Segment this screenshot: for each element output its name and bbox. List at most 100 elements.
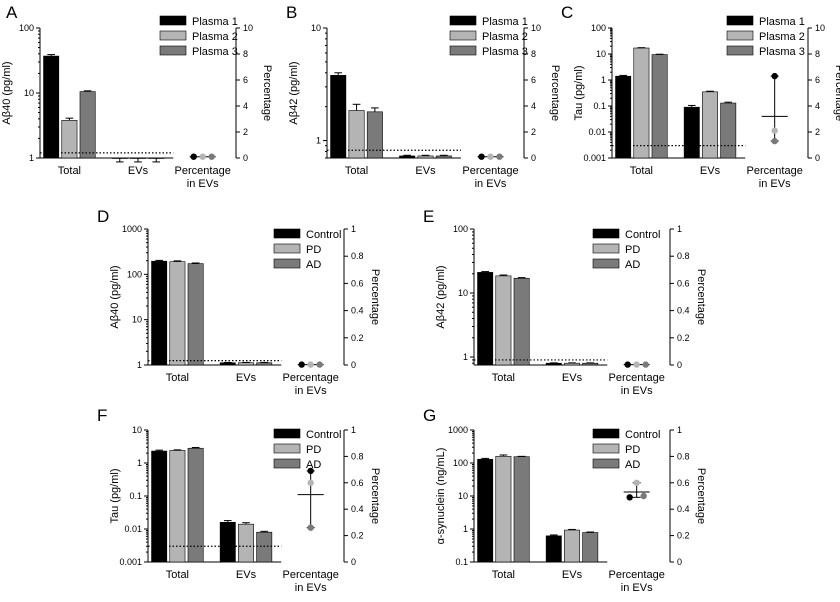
legend-swatch (449, 15, 477, 26)
bar (238, 523, 254, 563)
x-tick-label: in EVs (187, 178, 219, 190)
percentage-point (208, 153, 215, 160)
legend-label: Plasma 2 (759, 31, 805, 43)
y2-tick-label: 0 (351, 557, 356, 567)
x-tick-label: EVs (236, 569, 257, 581)
bar (169, 261, 186, 366)
x-tick-label: Total (630, 165, 653, 177)
bar (545, 535, 562, 563)
legend-swatch (273, 258, 301, 269)
x-tick-label: Total (58, 165, 81, 177)
bar (564, 529, 580, 563)
y2-tick-label: 0 (531, 153, 536, 163)
percentage-point (199, 153, 206, 160)
y-tick-label: 1 (137, 360, 142, 370)
bar (513, 277, 530, 366)
y2-tick-label: 4 (243, 101, 248, 111)
legend-label: PD (625, 244, 640, 256)
percentage-point (487, 153, 494, 160)
legend-label: PD (625, 444, 640, 456)
y-tick-label: 1000 (448, 425, 468, 435)
x-tick-label: Percentage (462, 165, 518, 177)
bar (219, 521, 236, 563)
bar (513, 456, 530, 563)
bar (417, 155, 434, 159)
bar (495, 275, 512, 366)
y-tick-label: 100 (127, 269, 142, 279)
legend-label: Plasma 2 (192, 31, 238, 43)
y2-tick-label: 0.6 (677, 478, 690, 488)
y-tick-label: 100 (19, 23, 34, 33)
legend-label: Plasma 2 (482, 31, 528, 43)
legend-swatch (592, 458, 620, 469)
y2-axis-label: Percentage (833, 65, 840, 121)
legend-label: PD (306, 444, 321, 456)
y-axis-label: Aβ42 (pg/ml) (435, 265, 447, 328)
x-tick-label: Percentage (747, 165, 803, 177)
bar (238, 362, 254, 366)
x-tick-label: Percentage (283, 372, 339, 384)
panel-letter: G (423, 406, 436, 425)
percentage-point (307, 524, 314, 531)
y2-axis-label: Percentage (549, 65, 561, 121)
bar (477, 272, 494, 366)
legend-label: Plasma 3 (482, 46, 528, 58)
panel-letter: F (97, 406, 107, 425)
percentage-point (771, 137, 778, 145)
x-tick-label: EVs (128, 165, 149, 177)
chart-panel-b: B 1 10 Aβ42 (pg/ml) 0 2 4 6 8 10 Percentage Total EV… (286, 3, 561, 190)
legend-label: Control (306, 229, 341, 241)
y2-tick-label: 2 (243, 127, 248, 137)
y-tick-label: 0.001 (119, 557, 142, 567)
bar (495, 455, 512, 563)
legend-swatch (592, 228, 620, 239)
y2-tick-label: 0.6 (351, 478, 364, 488)
y-tick-label: 10 (311, 23, 321, 33)
y2-tick-label: 0.2 (351, 531, 364, 541)
y2-tick-label: 0.6 (677, 278, 690, 288)
bar (151, 260, 168, 366)
x-tick-label: Total (166, 569, 189, 581)
y-tick-label: 100 (591, 23, 606, 33)
y2-tick-label: 0.2 (677, 333, 690, 343)
y2-tick-label: 8 (243, 49, 248, 59)
y2-axis-label: Percentage (261, 65, 273, 121)
y2-tick-label: 1 (677, 425, 682, 435)
legend-swatch (273, 458, 301, 469)
y-axis-label: Aβ42 (pg/ml) (288, 61, 300, 124)
percentage-point (771, 72, 778, 80)
y2-tick-label: 0.4 (351, 504, 364, 514)
chart-panel-g: G 0.1 1 10 100 1000 α-synuclein (ng/mL) 0 0.2 0.4… (423, 406, 707, 594)
y-tick-label: 10 (132, 425, 142, 435)
percentage-point (190, 153, 197, 160)
panel-letter: B (286, 3, 297, 22)
legend-swatch (592, 243, 620, 254)
percentage-point (640, 492, 647, 500)
panel-letter: A (6, 3, 18, 22)
chart-panel-c: C 0.001 0.01 0.1 1 10 100 Tau (pg/ml) 0 2 4 6 8 10 Per… (561, 3, 840, 190)
y-tick-label: 100 (453, 458, 468, 468)
y-tick-label: 0.01 (124, 524, 142, 534)
y2-tick-label: 10 (243, 23, 253, 33)
y-tick-label: 10 (458, 491, 468, 501)
percentage-point (307, 467, 314, 475)
bar (582, 532, 599, 563)
y2-tick-label: 0.8 (351, 251, 364, 261)
y-axis-label: Tau (pg/ml) (573, 65, 585, 120)
bar (330, 75, 347, 159)
bar (169, 450, 186, 563)
y-tick-label: 1 (137, 458, 142, 468)
percentage-point (633, 361, 640, 368)
y2-tick-label: 0.4 (677, 504, 690, 514)
y2-tick-label: 4 (531, 101, 536, 111)
y2-axis-label: Percentage (695, 269, 707, 325)
percentage-point (624, 361, 631, 368)
x-tick-label: Percentage (283, 569, 339, 581)
legend-label: Control (625, 429, 660, 441)
legend-label: AD (625, 259, 640, 271)
y2-tick-label: 0 (677, 557, 682, 567)
bar (219, 362, 236, 366)
percentage-point (626, 494, 633, 501)
legend-label: Plasma 3 (192, 46, 238, 58)
